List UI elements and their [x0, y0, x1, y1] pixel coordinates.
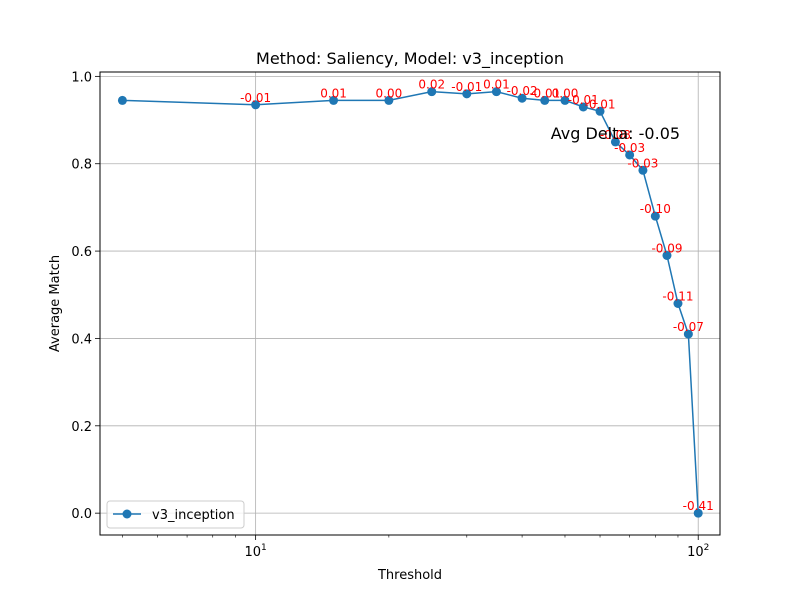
plot-frame — [99, 71, 721, 536]
data-label: -0.11 — [662, 290, 693, 304]
data-label: -0.08 — [600, 128, 631, 142]
y-tick-label: 0.8 — [71, 158, 92, 173]
data-label: -0.02 — [507, 84, 538, 98]
data-label: -0.09 — [651, 241, 682, 255]
data-point — [662, 250, 672, 260]
data-point — [693, 508, 703, 518]
data-point — [491, 87, 501, 97]
data-point — [329, 95, 339, 105]
series-layer — [117, 87, 703, 518]
x-tick-exponent: 1 — [261, 543, 267, 553]
legend: v3_inception — [106, 500, 245, 529]
x-tick-base: 10 — [244, 545, 261, 560]
data-point — [650, 211, 660, 221]
data-point — [117, 95, 127, 105]
data-label: -0.01 — [240, 91, 271, 105]
data-label: 0.00 — [376, 86, 403, 100]
data-point — [673, 299, 683, 308]
x-tick-base: 10 — [687, 545, 704, 560]
data-point — [251, 100, 261, 110]
y-tick-label: 0.4 — [71, 332, 92, 347]
x-tick-label: 101 — [244, 543, 266, 560]
data-point — [560, 95, 570, 105]
data-point — [517, 93, 527, 103]
y-axis-ticks: 0.0 0.2 0.4 0.6 0.8 1.0 — [71, 70, 100, 522]
data-point — [578, 102, 588, 112]
x-tick-exponent: 2 — [704, 543, 710, 553]
legend-box — [106, 500, 245, 529]
data-point — [540, 95, 550, 105]
series-line — [122, 90, 699, 514]
data-labels: -0.01 0.01 0.000.02 -0.01 0.01-0.02-0.010.00… — [240, 78, 714, 514]
data-label: -0.03 — [627, 156, 658, 170]
data-label: -0.03 — [614, 141, 645, 155]
data-point — [638, 165, 648, 175]
data-label: -0.01 — [568, 93, 599, 107]
y-tick-label: 0.6 — [71, 245, 92, 260]
y-tick-label: 1.0 — [71, 70, 92, 85]
x-tick-label: 102 — [687, 543, 709, 560]
data-label: 0.01 — [483, 78, 510, 92]
chart-title: Method: Saliency, Model: v3_inception — [256, 49, 564, 69]
data-point — [683, 329, 693, 339]
y-axis-title: Average Match — [48, 255, 63, 352]
y-tick-label: 0.0 — [71, 507, 92, 522]
data-label: -0.01 — [451, 80, 482, 94]
legend-marker-swatch — [122, 509, 132, 519]
data-label: 0.00 — [552, 86, 579, 100]
data-point — [462, 89, 472, 99]
data-label: 0.01 — [320, 86, 347, 100]
x-axis-ticks: 101 102 — [122, 535, 709, 560]
data-label: -0.10 — [640, 202, 671, 216]
x-axis-title: Threshold — [377, 568, 442, 583]
data-label: -0.01 — [584, 97, 615, 111]
data-point — [427, 87, 437, 97]
avg-delta-annotation: Avg Delta: -0.05 — [551, 124, 680, 143]
data-label: -0.01 — [529, 86, 560, 100]
data-label: -0.41 — [683, 499, 714, 513]
data-label: 0.02 — [418, 78, 445, 92]
data-point — [610, 137, 620, 147]
data-label: -0.07 — [673, 320, 704, 334]
data-point — [625, 150, 635, 160]
y-tick-label: 0.2 — [71, 420, 92, 435]
data-point — [595, 106, 605, 116]
legend-label: v3_inception — [152, 508, 235, 523]
data-point — [384, 95, 394, 105]
